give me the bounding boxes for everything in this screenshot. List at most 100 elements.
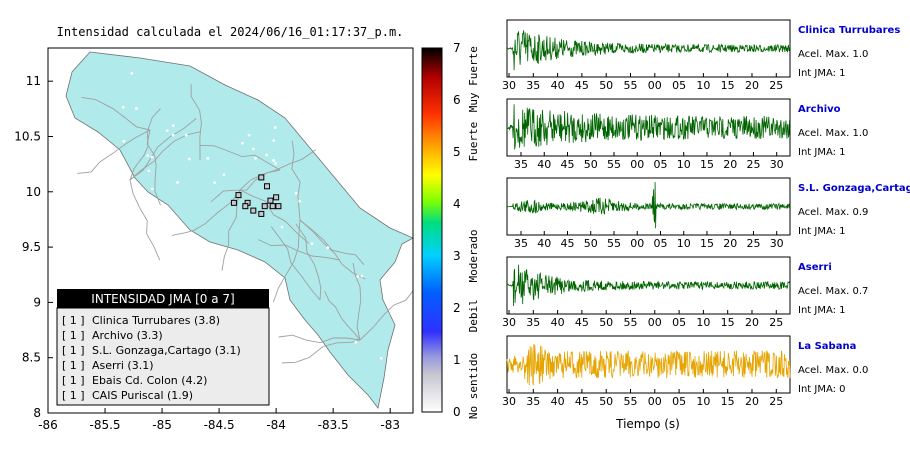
legend-entry-text: Aserri (3.1) [92, 359, 154, 372]
map-y-tick-label: 10.5 [14, 129, 41, 143]
town-dot [130, 71, 134, 75]
colorbar-category-label: Muy Fuerte [467, 46, 480, 112]
waveform-x-tick-label: 30 [502, 79, 516, 92]
waveform-x-tick-label: 00 [648, 395, 662, 408]
waveform-x-tick-label: 10 [696, 316, 710, 329]
map-y-tick-label: 9.5 [22, 240, 41, 254]
costa-rica-land [65, 51, 413, 409]
station-marker [250, 207, 257, 214]
station-info: Int JMA: 1 [798, 305, 846, 316]
road [210, 169, 281, 203]
station-info: Acel. Max. 0.7 [798, 286, 868, 297]
town-dot [265, 153, 269, 157]
map-frame [47, 47, 414, 414]
colorbar-category-label: Debil [467, 299, 480, 332]
colorbar-tick-label: 5 [453, 145, 461, 159]
waveform-x-tick-label: 35 [526, 79, 540, 92]
legend-title: INTENSIDAD JMA [0 a 7] [91, 292, 234, 306]
waveform-trace [506, 343, 791, 386]
station-info: Acel. Max. 1.0 [798, 128, 868, 139]
map-x-tick-label: -84.5 [204, 418, 235, 432]
waveform-x-tick-label: 40 [537, 237, 551, 250]
waveform-x-tick-label: 45 [560, 237, 574, 250]
waveform-trace [506, 182, 791, 229]
station-info: Int JMA: 1 [798, 226, 846, 237]
waveform-x-tick-label: 55 [607, 237, 621, 250]
station-marker [258, 174, 265, 181]
waveform-x-tick-label: 05 [653, 237, 667, 250]
waveform-x-tick-label: 50 [599, 316, 613, 329]
road [129, 131, 201, 181]
town-dot [273, 126, 277, 129]
waveform-x-tick-label: 50 [599, 79, 613, 92]
waveform-x-tick-label: 00 [648, 79, 662, 92]
station-info: Acel. Max. 1.0 [798, 49, 868, 60]
waveform-x-tick-label: 20 [745, 79, 759, 92]
town-dot [272, 158, 276, 162]
town-dot [356, 275, 360, 278]
road [77, 129, 151, 174]
station-title: S.L. Gonzaga,Cartago [798, 183, 910, 194]
map-x-tick-label: -83 [380, 418, 400, 432]
colorbar-tick-label: 4 [453, 197, 461, 211]
station-markers [230, 174, 282, 217]
town-dot [251, 147, 255, 151]
town-dot [310, 242, 314, 246]
road [221, 189, 241, 271]
town-dot [171, 124, 175, 128]
road [81, 96, 151, 131]
waveform-x-tick-label: 50 [584, 237, 598, 250]
waveform-x-tick-label: 45 [575, 395, 589, 408]
legend-body [56, 307, 270, 406]
town-dot [294, 191, 298, 195]
map-y-tick-label: 11 [26, 74, 41, 88]
town-dot [354, 340, 358, 344]
town-dot [122, 139, 126, 143]
town-dot [121, 105, 125, 109]
town-dot [298, 199, 302, 203]
station-marker [235, 192, 242, 199]
waveform-x-tick-label: 15 [700, 237, 714, 250]
station-marker [269, 203, 276, 210]
waveform-x-tick-label: 50 [599, 395, 613, 408]
waveform-x-tick-label: 20 [745, 395, 759, 408]
road [190, 84, 202, 160]
town-dot [147, 169, 151, 173]
colorbar: 0 1 2 3 4 5 6 7 No sentido Debil Moderado Fuerte Mu… [421, 41, 480, 419]
colorbar-tick-label: 2 [453, 301, 461, 315]
legend-entry-text: CAIS Puriscal (1.9) [92, 389, 193, 402]
waveform-x-tick-label: 05 [672, 316, 686, 329]
road [270, 226, 321, 301]
town-dot [146, 154, 150, 157]
legend-entry-text: S.L. Gonzaga,Cartago (3.1) [92, 344, 241, 357]
waveform-x-tick-label: 10 [696, 79, 710, 92]
road [129, 179, 161, 261]
town-dot [247, 133, 251, 137]
road [239, 189, 310, 244]
station-marker [275, 203, 282, 210]
town-dot [165, 129, 169, 133]
waveform-x-tick-label: 30 [502, 395, 516, 408]
road [129, 118, 197, 181]
map-y-tick-label: 8.5 [22, 351, 41, 365]
map-x-tick-label: -85 [152, 418, 172, 432]
colorbar-category-label: No sentido [467, 353, 480, 419]
waveform-x-tick-label: 05 [653, 158, 667, 171]
map-y-tick-label: 9 [33, 295, 41, 309]
waveform-x-tick-label: 35 [514, 158, 528, 171]
colorbar-tick-label: 7 [453, 41, 461, 55]
legend-entry-marker: [ 1 ] [62, 344, 85, 357]
waveform-x-tick-label: 15 [721, 316, 735, 329]
colorbar-gradient [421, 47, 443, 413]
legend-entry-marker: [ 1 ] [62, 329, 85, 342]
waveform-x-tick-label: 30 [502, 316, 516, 329]
waveform-panel: 35 40 45 50 55 00 05 10 15 20 25 30 Archivo Acel. Max… [506, 98, 868, 171]
waveform-x-tick-label: 30 [770, 237, 784, 250]
map-axes: -86 -85.5 -85 -84.5 -84 -83.5 -83 8 8.5 9 9.5 10 10.… [14, 74, 400, 432]
town-dot [379, 356, 383, 360]
waveform-x-tick-label: 50 [584, 158, 598, 171]
town-dot [206, 156, 210, 160]
waveform-x-tick-label: 05 [672, 395, 686, 408]
waveform-panel: 35 40 45 50 55 00 05 10 15 20 25 30 S.L. Gonzaga,Car… [506, 177, 910, 250]
town-dot [150, 187, 154, 191]
